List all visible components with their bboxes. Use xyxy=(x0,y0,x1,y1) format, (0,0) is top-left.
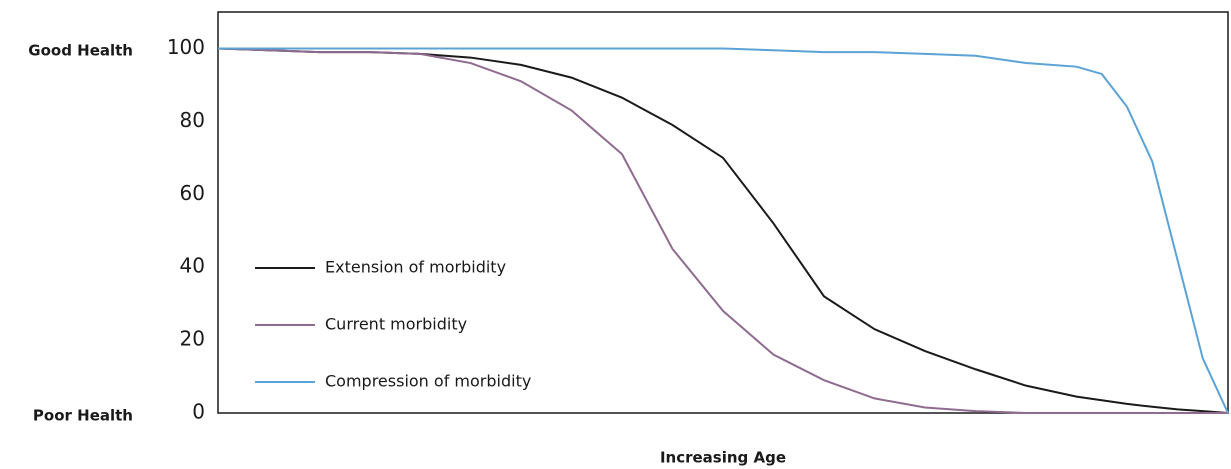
y-tick-label: 100 xyxy=(167,35,205,59)
good-health-label: Good Health xyxy=(28,42,133,60)
y-tick-label: 0 xyxy=(192,400,205,424)
legend-label: Current morbidity xyxy=(325,315,467,334)
y-tick-label: 20 xyxy=(180,327,205,351)
y-tick-label: 80 xyxy=(180,108,205,132)
y-tick-label: 40 xyxy=(180,254,205,278)
x-axis-label: Increasing Age xyxy=(660,449,786,467)
data-line xyxy=(217,47,1228,414)
poor-health-label: Poor Health xyxy=(33,407,133,425)
plot-frame xyxy=(217,11,1229,414)
data-line xyxy=(218,47,1229,414)
legend-label: Compression of morbidity xyxy=(325,372,531,391)
y-tick-label: 60 xyxy=(180,181,205,205)
legend-label: Extension of morbidity xyxy=(325,258,506,277)
data-line xyxy=(217,47,1229,414)
